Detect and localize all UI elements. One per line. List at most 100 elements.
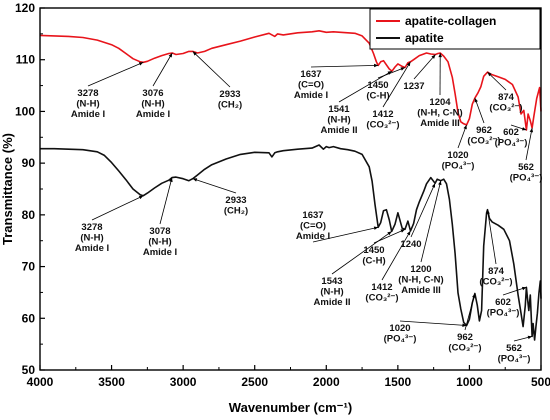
annotation-text: (CO₃²⁻) xyxy=(467,136,500,147)
annotation-text: Amide I xyxy=(143,247,177,258)
peak-annotation: 1450(C-H) xyxy=(362,228,406,267)
peak-annotation: 1412(CO₃²⁻) xyxy=(366,61,411,131)
annotation-text: Amide I xyxy=(136,109,170,120)
x-tick-label: 3500 xyxy=(98,375,125,389)
x-tick-label: 1500 xyxy=(385,375,412,389)
annotation-text: (N-H) xyxy=(76,99,99,110)
annotation-arrow xyxy=(474,97,485,124)
peak-annotation: 3078(N-H)Amide I xyxy=(143,177,177,258)
annotation-arrowhead xyxy=(138,62,144,66)
annotation-arrow xyxy=(310,65,379,68)
annotation-arrow xyxy=(381,230,411,281)
annotation-text: (CH₂) xyxy=(224,206,248,217)
annotation-arrow xyxy=(399,320,467,326)
annotation-arrow xyxy=(373,228,406,244)
series-line-apatite xyxy=(40,144,542,341)
peak-annotation: 962(CO₃²⁻) xyxy=(467,97,501,147)
peak-annotation: 1450(C-H) xyxy=(366,67,406,102)
annotation-arrow xyxy=(152,52,173,87)
y-tick-label: 90 xyxy=(22,156,36,170)
annotation-text: 1204 xyxy=(429,97,451,108)
annotation-text: 1412 xyxy=(372,109,393,120)
annotation-text: (PO₄³⁻) xyxy=(442,161,475,172)
legend-label-apatite: apatite xyxy=(405,31,444,45)
annotation-text: 562 xyxy=(518,162,534,173)
annotation-text: (C-H) xyxy=(366,91,389,102)
annotation-text: (N-H, C-N) xyxy=(417,108,462,119)
annotation-text: (N-H, C-N) xyxy=(398,275,443,286)
annotation-text: 1637 xyxy=(302,210,323,221)
peak-annotation: 1020(PO₄³⁻) xyxy=(442,124,475,172)
annotation-arrow xyxy=(525,127,533,161)
legend-label-apatite-collagen: apatite-collagen xyxy=(405,14,496,28)
peak-annotation: 1237 xyxy=(403,54,436,92)
annotation-arrowhead xyxy=(168,52,173,58)
x-tick-label: 4000 xyxy=(27,375,54,389)
annotation-arrow xyxy=(413,54,436,80)
legend: apatite-collagen apatite xyxy=(369,8,541,50)
y-axis-title: Transmittance (%) xyxy=(0,133,15,245)
annotation-text: Amide I xyxy=(75,243,109,254)
peak-annotation: 602(PO₄³⁻) xyxy=(495,124,527,149)
x-tick-label: 2000 xyxy=(313,375,340,389)
annotation-text: (CO₃²⁻) xyxy=(365,293,398,304)
annotation-text: Amide I xyxy=(296,231,330,242)
annotation-arrow xyxy=(192,51,231,88)
annotation-text: 1237 xyxy=(403,81,424,92)
annotation-text: 1200 xyxy=(410,264,431,275)
annotation-arrowhead xyxy=(406,61,411,67)
annotation-text: (PO₄³⁻) xyxy=(510,173,543,184)
x-tick-label: 1000 xyxy=(456,375,483,389)
annotation-text: 874 xyxy=(498,92,515,103)
peak-annotation: 1637(C=O)Amide I xyxy=(296,210,379,243)
annotation-arrow xyxy=(382,61,411,108)
peak-annotation: 874(CO₃²⁻) xyxy=(479,209,513,288)
annotation-text: 562 xyxy=(506,343,522,354)
annotation-arrow xyxy=(87,61,144,87)
annotation-text: Amide I xyxy=(71,109,105,120)
y-tick-label: 80 xyxy=(22,208,36,222)
peak-annotation: 562(PO₄³⁻) xyxy=(510,127,543,184)
annotation-arrow xyxy=(464,293,476,331)
annotation-text: 3278 xyxy=(81,222,102,233)
annotation-arrowhead xyxy=(431,54,436,59)
annotation-arrow xyxy=(192,178,237,194)
x-tick-label: 2500 xyxy=(241,375,268,389)
annotation-text: (N-H) xyxy=(148,237,171,248)
annotation-text: Amide I xyxy=(294,90,328,101)
annotation-text: 1637 xyxy=(300,69,321,80)
peak-annotation: 1240 xyxy=(400,183,436,250)
annotation-arrowhead xyxy=(431,183,436,188)
annotation-text: 3078 xyxy=(149,226,170,237)
annotation-text: (CO₃²⁻) xyxy=(366,120,399,131)
annotation-text: 2933 xyxy=(219,89,240,100)
y-tick-label: 70 xyxy=(22,260,36,274)
annotation-arrowhead xyxy=(374,63,379,68)
annotation-text: 602 xyxy=(495,297,511,308)
peak-annotation: 3278(N-H)Amide I xyxy=(71,61,144,120)
y-tick-label: 100 xyxy=(15,104,35,118)
annotation-text: 874 xyxy=(488,266,505,277)
annotation-arrow xyxy=(487,209,497,265)
annotation-arrowhead xyxy=(472,293,476,298)
annotation-text: 1450 xyxy=(363,245,384,256)
annotation-text: (C-H) xyxy=(362,256,385,267)
annotation-arrow xyxy=(487,71,507,91)
x-axis-title: Wavenumber (cm⁻¹) xyxy=(229,400,352,415)
annotation-arrowhead xyxy=(192,51,197,56)
annotation-text: 3076 xyxy=(142,88,163,99)
x-tick-label: 3000 xyxy=(170,375,197,389)
annotation-text: (PO₄³⁻) xyxy=(384,334,417,345)
annotation-text: (CO₃²⁻) xyxy=(479,277,512,288)
peak-annotation: 3076(N-H)Amide I xyxy=(136,52,173,120)
annotation-text: 962 xyxy=(476,125,492,136)
peak-annotation: 1637(C=O)Amide I xyxy=(294,63,379,101)
y-tick-label: 60 xyxy=(22,311,36,325)
annotation-text: 1450 xyxy=(367,80,388,91)
annotation-text: (PO₄³⁻) xyxy=(498,354,531,365)
annotation-arrow xyxy=(410,183,436,238)
peak-annotation: 2933(CH₂) xyxy=(192,178,248,217)
annotation-arrow xyxy=(91,195,144,221)
